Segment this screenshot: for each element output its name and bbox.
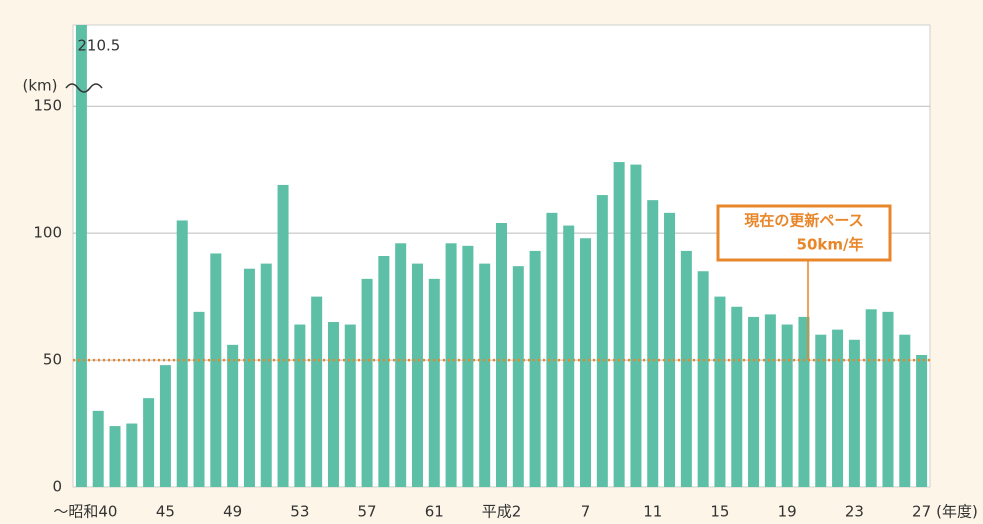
- bar: [327, 322, 339, 487]
- bar: [781, 324, 793, 487]
- bar: [731, 306, 743, 487]
- annotation-text: 現在の更新ペース: [744, 212, 863, 230]
- annotation-text: 50km/年: [797, 236, 864, 254]
- bar: [344, 324, 356, 487]
- bar: [378, 256, 390, 487]
- bar: [243, 268, 255, 487]
- bar: [832, 329, 844, 487]
- bar: [496, 223, 507, 487]
- bar: [697, 271, 709, 487]
- y-tick-label: 50: [43, 351, 62, 369]
- bar: [630, 164, 642, 487]
- bar: [815, 334, 827, 487]
- bar: [613, 162, 625, 487]
- bar: [126, 423, 138, 487]
- bar: [479, 263, 491, 487]
- x-tick-label: 23: [845, 503, 864, 521]
- bar: [311, 296, 323, 487]
- x-tick-label: 53: [290, 503, 309, 521]
- bar: [563, 225, 575, 487]
- x-tick-label: 49: [223, 503, 242, 521]
- bar: [798, 316, 810, 487]
- bar: [361, 278, 373, 487]
- value-label: 210.5: [77, 37, 120, 55]
- bar: [159, 365, 171, 487]
- y-tick-label: 100: [33, 224, 62, 242]
- bar: [848, 339, 860, 487]
- y-tick-label: 150: [33, 97, 62, 115]
- bar: [580, 238, 592, 487]
- x-tick-label: 15: [710, 503, 729, 521]
- x-axis-label: (年度): [936, 503, 978, 521]
- bar: [227, 344, 239, 487]
- bar: [445, 243, 457, 487]
- bar: [193, 311, 205, 487]
- bar: [210, 253, 222, 487]
- bar: [176, 220, 188, 487]
- bar: [428, 278, 440, 487]
- x-tick-label: 61: [425, 503, 444, 521]
- bar: [75, 25, 87, 487]
- bar: [714, 296, 726, 487]
- bar: [143, 398, 155, 487]
- x-tick-label: 27: [912, 503, 931, 521]
- bar: [260, 263, 272, 487]
- bar: [529, 250, 541, 487]
- bar: [899, 334, 911, 487]
- bar: [92, 410, 104, 487]
- x-tick-label: 7: [581, 503, 591, 521]
- bar: [664, 212, 676, 487]
- bar: [546, 212, 558, 487]
- bar: [865, 309, 877, 487]
- bar: [109, 426, 121, 487]
- x-tick-label: 19: [778, 503, 797, 521]
- bar: [764, 314, 776, 487]
- bar: [462, 245, 474, 487]
- x-tick-label: 〜昭和40: [53, 503, 117, 521]
- bar: [596, 195, 608, 487]
- bar: [395, 243, 407, 487]
- y-tick-label: 0: [52, 478, 62, 496]
- bar: [882, 311, 894, 487]
- x-tick-label: 11: [643, 503, 662, 521]
- bar: [916, 355, 928, 487]
- bar: [512, 266, 524, 487]
- bar: [294, 324, 306, 487]
- bar: [277, 184, 289, 487]
- bar: [748, 316, 760, 487]
- x-tick-label: 57: [358, 503, 377, 521]
- axis-break: [65, 83, 103, 93]
- x-tick-label: 平成2: [482, 503, 522, 521]
- y-axis-label: (km): [22, 77, 57, 95]
- bar: [680, 250, 692, 487]
- annotation-box: [716, 204, 892, 262]
- bar: [647, 200, 659, 487]
- bar: [411, 263, 423, 487]
- x-tick-label: 45: [156, 503, 175, 521]
